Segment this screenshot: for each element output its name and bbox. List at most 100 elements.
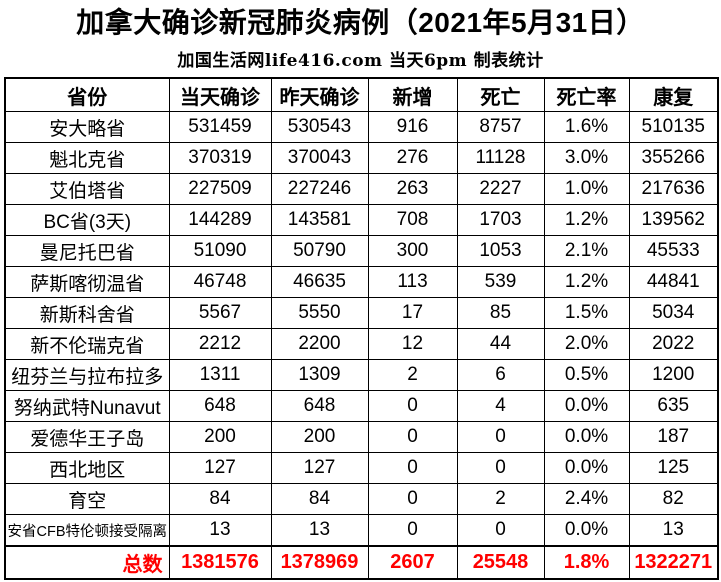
province-cell: 萨斯喀彻温省	[4, 266, 170, 299]
death-rate-cell: 0.5%	[543, 359, 630, 392]
today-cell: 51090	[168, 235, 272, 268]
deaths-cell: 0	[456, 421, 545, 454]
total-recovered-cell: 1322271	[628, 545, 719, 580]
table-row: 新斯科舍省 5567 5550 17 85 1.5% 5034	[4, 297, 719, 330]
province-cell: 安大略省	[4, 111, 170, 144]
header-row: 省份 当天确诊 昨天确诊 新增 死亡 死亡率 康复	[4, 77, 719, 113]
yesterday-cell: 127	[270, 452, 369, 485]
deaths-cell: 2227	[456, 173, 545, 206]
table-row: 纽芬兰与拉布拉多 1311 1309 2 6 0.5% 1200	[4, 359, 719, 392]
yesterday-cell: 227246	[270, 173, 369, 206]
total-death-rate-cell: 1.8%	[543, 545, 630, 580]
new-cell: 0	[367, 514, 458, 547]
yesterday-cell: 648	[270, 390, 369, 423]
new-cell: 916	[367, 111, 458, 144]
province-cell: 西北地区	[4, 452, 170, 485]
death-rate-cell: 2.4%	[543, 483, 630, 516]
yesterday-cell: 143581	[270, 204, 369, 237]
deaths-cell: 85	[456, 297, 545, 330]
col-header-province: 省份	[4, 77, 170, 113]
death-rate-cell: 1.0%	[543, 173, 630, 206]
province-cell: 新不伦瑞克省	[4, 328, 170, 361]
new-cell: 2	[367, 359, 458, 392]
today-cell: 531459	[168, 111, 272, 144]
death-rate-cell: 1.2%	[543, 266, 630, 299]
yesterday-cell: 530543	[270, 111, 369, 144]
recovered-cell: 510135	[628, 111, 719, 144]
yesterday-cell: 200	[270, 421, 369, 454]
recovered-cell: 139562	[628, 204, 719, 237]
province-cell: 安省CFB特伦顿接受隔离	[4, 514, 170, 547]
today-cell: 227509	[168, 173, 272, 206]
col-header-death-rate: 死亡率	[543, 77, 630, 113]
death-rate-cell: 0.0%	[543, 421, 630, 454]
total-deaths-cell: 25548	[456, 545, 545, 580]
province-cell: BC省(3天)	[4, 204, 170, 237]
deaths-cell: 0	[456, 514, 545, 547]
table-row: 魁北克省 370319 370043 276 11128 3.0% 355266	[4, 142, 719, 175]
recovered-cell: 5034	[628, 297, 719, 330]
new-cell: 113	[367, 266, 458, 299]
yesterday-cell: 370043	[270, 142, 369, 175]
province-cell: 魁北克省	[4, 142, 170, 175]
total-yesterday-cell: 1378969	[270, 545, 369, 580]
total-new-cell: 2607	[367, 545, 458, 580]
new-cell: 0	[367, 421, 458, 454]
death-rate-cell: 0.0%	[543, 390, 630, 423]
new-cell: 0	[367, 483, 458, 516]
death-rate-cell: 0.0%	[543, 452, 630, 485]
deaths-cell: 2	[456, 483, 545, 516]
recovered-cell: 2022	[628, 328, 719, 361]
yesterday-cell: 50790	[270, 235, 369, 268]
today-cell: 5567	[168, 297, 272, 330]
recovered-cell: 187	[628, 421, 719, 454]
recovered-cell: 13	[628, 514, 719, 547]
table-row: 育空 84 84 0 2 2.4% 82	[4, 483, 719, 516]
death-rate-cell: 3.0%	[543, 142, 630, 175]
province-cell: 曼尼托巴省	[4, 235, 170, 268]
new-cell: 0	[367, 452, 458, 485]
today-cell: 13	[168, 514, 272, 547]
recovered-cell: 82	[628, 483, 719, 516]
today-cell: 1311	[168, 359, 272, 392]
today-cell: 648	[168, 390, 272, 423]
recovered-cell: 45533	[628, 235, 719, 268]
yesterday-cell: 2200	[270, 328, 369, 361]
today-cell: 46748	[168, 266, 272, 299]
today-cell: 370319	[168, 142, 272, 175]
deaths-cell: 44	[456, 328, 545, 361]
province-cell: 爱德华王子岛	[4, 421, 170, 454]
deaths-cell: 539	[456, 266, 545, 299]
new-cell: 263	[367, 173, 458, 206]
table-row: 努纳武特Nunavut 648 648 0 4 0.0% 635	[4, 390, 719, 423]
today-cell: 200	[168, 421, 272, 454]
death-rate-cell: 1.5%	[543, 297, 630, 330]
total-today-cell: 1381576	[168, 545, 272, 580]
col-header-recovered: 康复	[628, 77, 719, 113]
table-row: 安省CFB特伦顿接受隔离 13 13 0 0 0.0% 13	[4, 514, 719, 547]
deaths-cell: 11128	[456, 142, 545, 175]
covid-stats-table: 省份 当天确诊 昨天确诊 新增 死亡 死亡率 康复 安大略省 531459 53…	[4, 77, 719, 581]
today-cell: 127	[168, 452, 272, 485]
province-cell: 艾伯塔省	[4, 173, 170, 206]
yesterday-cell: 46635	[270, 266, 369, 299]
today-cell: 2212	[168, 328, 272, 361]
col-header-new: 新增	[367, 77, 458, 113]
new-cell: 300	[367, 235, 458, 268]
new-cell: 17	[367, 297, 458, 330]
death-rate-cell: 2.0%	[543, 328, 630, 361]
table-row: BC省(3天) 144289 143581 708 1703 1.2% 1395…	[4, 204, 719, 237]
yesterday-cell: 84	[270, 483, 369, 516]
page-subtitle: 加国生活网life416.com 当天6pm 制表统计	[177, 51, 544, 72]
new-cell: 276	[367, 142, 458, 175]
recovered-cell: 635	[628, 390, 719, 423]
table-row: 爱德华王子岛 200 200 0 0 0.0% 187	[4, 421, 719, 454]
recovered-cell: 355266	[628, 142, 719, 175]
table-row: 艾伯塔省 227509 227246 263 2227 1.0% 217636	[4, 173, 719, 206]
table-row: 萨斯喀彻温省 46748 46635 113 539 1.2% 44841	[4, 266, 719, 299]
yesterday-cell: 5550	[270, 297, 369, 330]
new-cell: 708	[367, 204, 458, 237]
death-rate-cell: 2.1%	[543, 235, 630, 268]
death-rate-cell: 1.2%	[543, 204, 630, 237]
